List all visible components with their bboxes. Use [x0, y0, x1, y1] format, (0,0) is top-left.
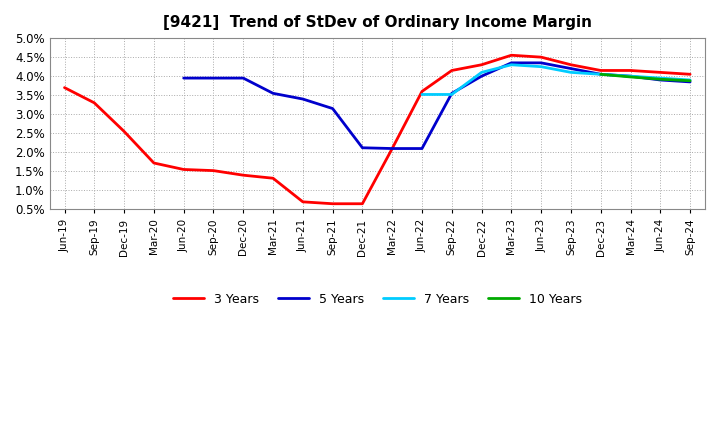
3 Years — [328, 201, 337, 206]
7 Years — [418, 92, 426, 97]
3 Years — [656, 70, 665, 75]
3 Years — [477, 62, 486, 67]
7 Years — [685, 77, 694, 83]
5 Years — [328, 106, 337, 111]
3 Years — [507, 53, 516, 58]
3 Years — [269, 176, 277, 181]
7 Years — [447, 92, 456, 97]
7 Years — [626, 73, 635, 79]
5 Years — [477, 73, 486, 79]
10 Years — [596, 72, 605, 77]
10 Years — [626, 74, 635, 80]
3 Years — [447, 68, 456, 73]
7 Years — [567, 70, 575, 75]
5 Years — [626, 73, 635, 79]
3 Years — [209, 168, 217, 173]
7 Years — [656, 75, 665, 81]
10 Years — [685, 78, 694, 84]
7 Years — [477, 70, 486, 75]
5 Years — [567, 66, 575, 71]
5 Years — [179, 75, 188, 81]
Line: 5 Years: 5 Years — [184, 63, 690, 149]
Legend: 3 Years, 5 Years, 7 Years, 10 Years: 3 Years, 5 Years, 7 Years, 10 Years — [168, 288, 587, 311]
3 Years — [537, 55, 546, 60]
10 Years — [656, 77, 665, 82]
Line: 3 Years: 3 Years — [65, 55, 690, 204]
5 Years — [656, 77, 665, 83]
5 Years — [358, 145, 366, 150]
3 Years — [299, 199, 307, 205]
5 Years — [209, 75, 217, 81]
5 Years — [239, 75, 248, 81]
3 Years — [120, 129, 128, 134]
5 Years — [507, 60, 516, 66]
5 Years — [299, 96, 307, 102]
3 Years — [90, 100, 99, 106]
3 Years — [150, 160, 158, 165]
3 Years — [596, 68, 605, 73]
3 Years — [388, 146, 397, 151]
5 Years — [596, 72, 605, 77]
3 Years — [179, 167, 188, 172]
7 Years — [596, 72, 605, 77]
5 Years — [269, 91, 277, 96]
5 Years — [447, 91, 456, 96]
3 Years — [239, 172, 248, 178]
3 Years — [60, 85, 69, 90]
5 Years — [537, 60, 546, 66]
7 Years — [537, 64, 546, 70]
3 Years — [685, 72, 694, 77]
5 Years — [418, 146, 426, 151]
Line: 10 Years: 10 Years — [600, 74, 690, 81]
7 Years — [507, 62, 516, 67]
3 Years — [626, 68, 635, 73]
Title: [9421]  Trend of StDev of Ordinary Income Margin: [9421] Trend of StDev of Ordinary Income… — [163, 15, 592, 30]
Line: 7 Years: 7 Years — [422, 65, 690, 95]
5 Years — [685, 79, 694, 84]
5 Years — [388, 146, 397, 151]
3 Years — [358, 201, 366, 206]
3 Years — [418, 89, 426, 94]
3 Years — [567, 62, 575, 67]
